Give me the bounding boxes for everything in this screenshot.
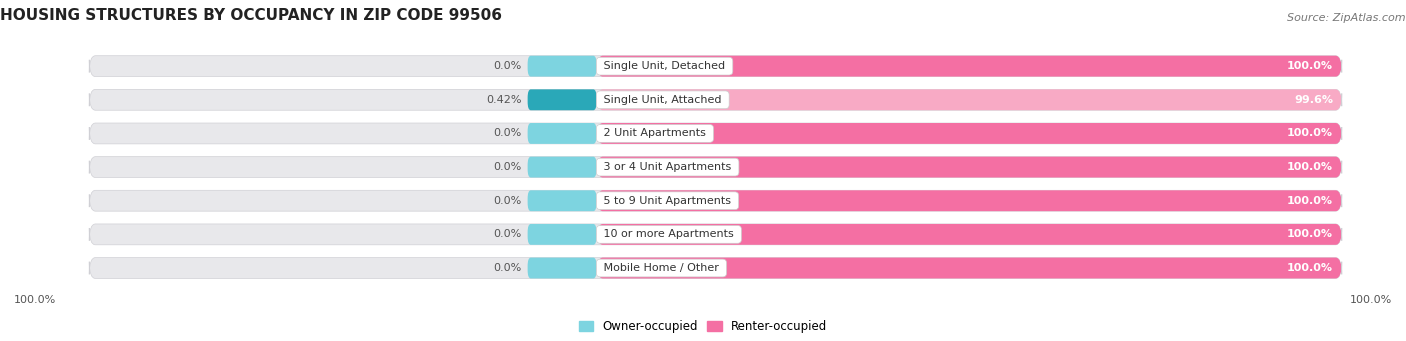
Text: 0.0%: 0.0% (494, 61, 522, 71)
FancyBboxPatch shape (89, 56, 1341, 77)
FancyBboxPatch shape (596, 190, 1341, 211)
FancyBboxPatch shape (596, 257, 1341, 279)
Text: 3 or 4 Unit Apartments: 3 or 4 Unit Apartments (600, 162, 735, 172)
FancyBboxPatch shape (527, 56, 596, 77)
Text: 100.0%: 100.0% (1350, 295, 1392, 305)
Legend: Owner-occupied, Renter-occupied: Owner-occupied, Renter-occupied (579, 320, 827, 333)
Text: 2 Unit Apartments: 2 Unit Apartments (600, 129, 710, 138)
Text: 100.0%: 100.0% (1286, 263, 1333, 273)
FancyBboxPatch shape (596, 157, 1341, 178)
Text: 100.0%: 100.0% (1286, 229, 1333, 239)
Text: 0.0%: 0.0% (494, 129, 522, 138)
FancyBboxPatch shape (527, 89, 596, 110)
FancyBboxPatch shape (527, 157, 596, 178)
Text: Single Unit, Detached: Single Unit, Detached (600, 61, 728, 71)
Text: 100.0%: 100.0% (1286, 196, 1333, 206)
Text: 0.0%: 0.0% (494, 162, 522, 172)
FancyBboxPatch shape (89, 123, 1341, 144)
Text: HOUSING STRUCTURES BY OCCUPANCY IN ZIP CODE 99506: HOUSING STRUCTURES BY OCCUPANCY IN ZIP C… (0, 8, 502, 23)
Text: 0.0%: 0.0% (494, 196, 522, 206)
Text: 0.0%: 0.0% (494, 229, 522, 239)
Text: 0.0%: 0.0% (494, 263, 522, 273)
Text: Source: ZipAtlas.com: Source: ZipAtlas.com (1286, 13, 1406, 23)
FancyBboxPatch shape (89, 190, 1341, 211)
Text: 100.0%: 100.0% (1286, 129, 1333, 138)
FancyBboxPatch shape (527, 123, 596, 144)
Text: 100.0%: 100.0% (1286, 61, 1333, 71)
Text: 10 or more Apartments: 10 or more Apartments (600, 229, 738, 239)
FancyBboxPatch shape (89, 157, 1341, 178)
Text: Single Unit, Attached: Single Unit, Attached (600, 95, 725, 105)
Text: 5 to 9 Unit Apartments: 5 to 9 Unit Apartments (600, 196, 735, 206)
Text: 99.6%: 99.6% (1294, 95, 1333, 105)
Text: 100.0%: 100.0% (1286, 162, 1333, 172)
FancyBboxPatch shape (596, 56, 1341, 77)
FancyBboxPatch shape (596, 89, 1341, 110)
FancyBboxPatch shape (527, 257, 596, 279)
Text: 0.42%: 0.42% (486, 95, 522, 105)
FancyBboxPatch shape (89, 257, 1341, 279)
FancyBboxPatch shape (527, 224, 596, 245)
FancyBboxPatch shape (89, 224, 1341, 245)
Text: Mobile Home / Other: Mobile Home / Other (600, 263, 723, 273)
FancyBboxPatch shape (596, 224, 1341, 245)
FancyBboxPatch shape (596, 123, 1341, 144)
FancyBboxPatch shape (89, 89, 1341, 110)
FancyBboxPatch shape (527, 190, 596, 211)
Text: 100.0%: 100.0% (14, 295, 56, 305)
